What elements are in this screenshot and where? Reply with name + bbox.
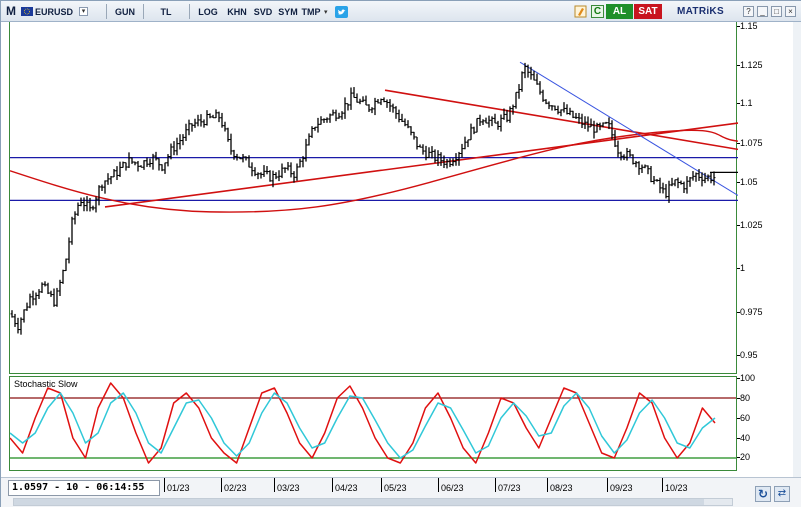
close-button[interactable]: × (785, 6, 796, 17)
price-tick-label: 0.975 (740, 307, 763, 317)
falling-trend-line[interactable] (384, 89, 739, 151)
stochastic-chart[interactable] (9, 377, 736, 470)
x-tick-mark (495, 478, 496, 492)
stoch-tick-mark (737, 378, 740, 379)
price-tick-label: 1.025 (740, 220, 763, 230)
price-tick-mark (737, 225, 740, 226)
price-tick-mark (737, 26, 740, 27)
x-tick-mark (164, 478, 165, 492)
price-tick-mark (737, 103, 740, 104)
horizontal-scrollbar[interactable] (13, 498, 733, 506)
stoch-tick-mark (737, 457, 740, 458)
price-tick-label: 1 (740, 263, 746, 273)
currency-button[interactable]: TL (160, 7, 172, 17)
separator (189, 4, 190, 19)
color-button[interactable]: C (591, 5, 604, 18)
stoch-tick-label: 20 (740, 452, 751, 462)
svd-button[interactable]: SVD (253, 7, 273, 17)
x-tick-label: 02/23 (224, 483, 247, 493)
x-tick-label: 10/23 (665, 483, 688, 493)
flag-icon (21, 7, 33, 16)
right-margin (793, 22, 801, 477)
price-tick-mark (737, 182, 740, 183)
x-tick-label: 01/23 (167, 483, 190, 493)
x-tick-mark (438, 478, 439, 492)
x-tick-mark (221, 478, 222, 492)
twitter-icon[interactable] (335, 6, 348, 18)
price-tick-label: 0.95 (740, 350, 758, 360)
buy-button[interactable]: AL (606, 4, 633, 19)
price-chart-panel[interactable] (9, 22, 739, 374)
stoch-d-line (9, 392, 716, 459)
x-tick-mark (381, 478, 382, 492)
template-dropdown-icon[interactable]: ▾ (324, 9, 328, 16)
status-bar: 01/23 02/23 03/23 04/23 05/23 06/23 07/23 08/23… (1, 477, 801, 507)
stoch-tick-label: 40 (740, 433, 751, 443)
ohlc-bars (10, 62, 716, 335)
x-tick-label: 06/23 (441, 483, 464, 493)
stoch-k-line (9, 382, 716, 464)
stoch-tick-label: 80 (740, 393, 751, 403)
price-readout: 1.0597 - 10 - 06:14:55 (8, 480, 160, 496)
stoch-tick-mark (737, 438, 740, 439)
stoch-tick-mark (737, 398, 740, 399)
x-tick-label: 05/23 (384, 483, 407, 493)
maximize-button[interactable]: □ (771, 6, 782, 17)
price-chart[interactable] (9, 22, 739, 374)
symbol-label[interactable]: EURUSD (35, 7, 74, 17)
template-button[interactable]: TMP (301, 7, 321, 17)
stochastic-panel[interactable]: Stochastic Slow (9, 376, 737, 471)
stoch-tick-label: 100 (740, 373, 756, 383)
price-tick-label: 1.15 (740, 21, 758, 31)
price-tick-label: 1.1 (740, 98, 753, 108)
help-button[interactable]: ? (743, 6, 754, 17)
sym-button[interactable]: SYM (278, 7, 298, 17)
x-tick-label: 03/23 (277, 483, 300, 493)
sell-button[interactable]: SAT (634, 4, 662, 19)
price-tick-mark (737, 143, 740, 144)
price-tick-label: 1.075 (740, 138, 763, 148)
indicator-label: Stochastic Slow (14, 379, 78, 389)
stoch-tick-mark (737, 418, 740, 419)
stochastic-axis: 100 80 60 40 20 (737, 373, 793, 471)
khn-button[interactable]: KHN (227, 7, 247, 17)
minimize-button[interactable]: _ (757, 6, 768, 17)
rising-trend-line[interactable] (104, 122, 739, 208)
menu-button[interactable]: M (6, 4, 16, 18)
x-axis: 01/23 02/23 03/23 04/23 05/23 06/23 07/23 08/23… (1, 478, 737, 507)
price-tick-label: 1.05 (740, 177, 758, 187)
x-tick-mark (662, 478, 663, 492)
refresh-icon[interactable]: ↻ (755, 486, 771, 502)
x-tick-label: 04/23 (335, 483, 358, 493)
stoch-tick-label: 60 (740, 413, 751, 423)
x-tick-mark (547, 478, 548, 492)
navigate-icon[interactable]: ⇄ (774, 486, 790, 502)
x-tick-label: 08/23 (550, 483, 573, 493)
x-tick-mark (607, 478, 608, 492)
separator (143, 4, 144, 19)
price-tick-mark (737, 268, 740, 269)
price-tick-label: 1.125 (740, 60, 763, 70)
symbol-dropdown-icon[interactable]: ▾ (79, 7, 88, 16)
scrollbar-thumb[interactable] (14, 499, 704, 505)
x-tick-label: 07/23 (498, 483, 521, 493)
brand-logo: MATRiKS (677, 6, 724, 17)
separator (106, 4, 107, 19)
x-tick-mark (332, 478, 333, 492)
price-tick-mark (737, 65, 740, 66)
price-axis: 1.15 1.125 1.1 1.075 1.05 1.025 1 0.975 0.95 (737, 21, 793, 374)
log-scale-button[interactable]: LOG (198, 7, 218, 17)
price-tick-mark (737, 312, 740, 313)
toolbar: M EURUSD ▾ GUN TL LOG KHN SVD SYM TMP ▾ … (1, 1, 801, 22)
paint-icon[interactable] (574, 5, 587, 18)
x-tick-label: 09/23 (610, 483, 633, 493)
price-tick-mark (737, 355, 740, 356)
x-tick-mark (274, 478, 275, 492)
period-button[interactable]: GUN (115, 7, 135, 17)
